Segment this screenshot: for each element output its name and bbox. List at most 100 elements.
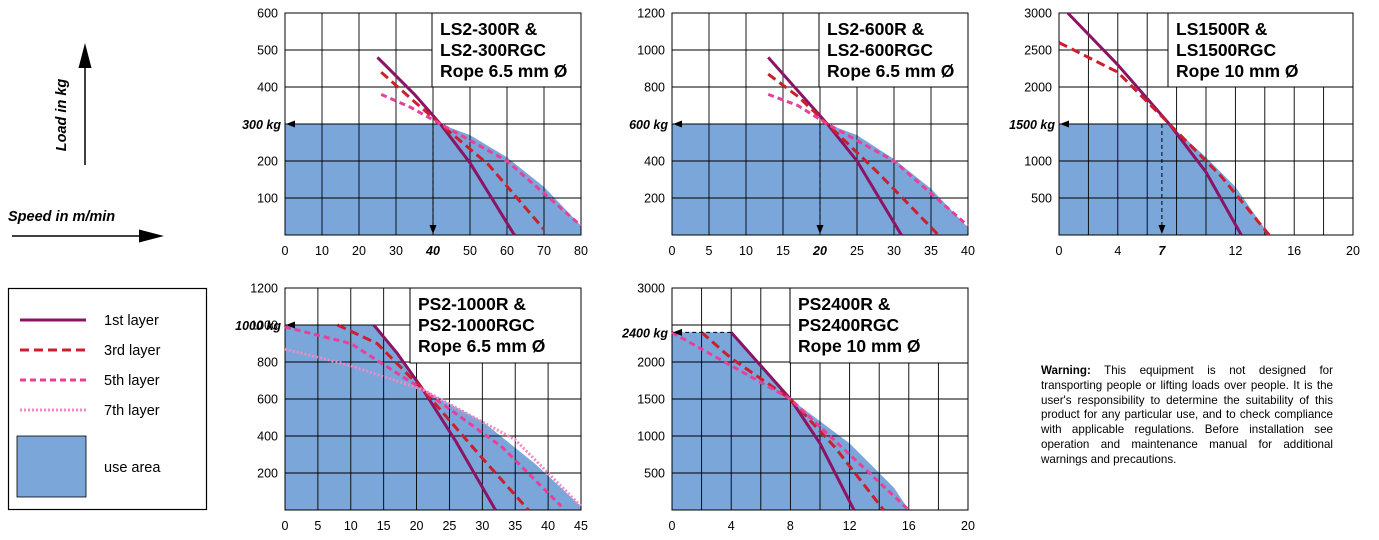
chart-title-line: LS2-300RGC: [440, 40, 546, 60]
x-tick-label: 40: [541, 519, 555, 533]
y-tick-label: 200: [644, 192, 665, 206]
legend-label: 7th layer: [104, 403, 160, 419]
x-tick-label: 30: [475, 519, 489, 533]
legend: 1st layer 3rd layer 5th layer 7th layer use…: [7, 287, 208, 511]
rated-speed-arrow: [816, 225, 824, 234]
chart-title-line: PS2400RGC: [798, 315, 900, 335]
x-tick-label: 35: [924, 244, 938, 258]
x-tick-label: 45: [574, 519, 588, 533]
chart-title-line: PS2-1000RGC: [418, 315, 535, 335]
x-tick-label: 30: [389, 244, 403, 258]
x-tick-label: 10: [315, 244, 329, 258]
x-tick-label: 25: [850, 244, 864, 258]
series-3rd-layer: [700, 331, 885, 511]
chart-title-line: LS2-600RGC: [827, 40, 933, 60]
x-tick-label: 5: [314, 519, 321, 533]
y-tick-label: 600: [257, 393, 278, 407]
series-3rd-layer: [767, 72, 940, 237]
chart-title-line: Rope 6.5 mm Ø: [440, 61, 567, 81]
x-tick-label: 4: [1114, 244, 1121, 258]
y-tick-label: 1200: [637, 7, 665, 21]
rated-load-label: 2400 kg: [621, 326, 668, 340]
series-5th-layer: [671, 331, 910, 512]
speed-axis-label: Speed in m/min: [8, 209, 115, 225]
load-axis-indicator: Load in kg: [54, 43, 92, 165]
x-tick-label: 16: [1287, 244, 1301, 258]
y-tick-label: 3000: [1024, 7, 1052, 21]
chart-title-line: LS2-600R &: [827, 19, 925, 39]
x-tick-label: 12: [1228, 244, 1242, 258]
y-tick-label: 1000: [1024, 155, 1052, 169]
x-tick-label: 20: [352, 244, 366, 258]
warning-title: Warning:: [1041, 364, 1091, 377]
y-tick-label: 2500: [1024, 44, 1052, 58]
chart-title-line: Rope 10 mm Ø: [1176, 61, 1299, 81]
x-tick-label: 7: [1158, 244, 1166, 258]
rated-load-arrow: [673, 328, 682, 336]
x-tick-label: 15: [776, 244, 790, 258]
warning-note: Warning: This equipment is not designed …: [1041, 364, 1333, 468]
series-5th-layer: [767, 92, 969, 227]
chart-title-line: LS1500R &: [1176, 19, 1268, 39]
chart-5: 2400 kg 0 4 8 12 16 20 500 1000 1500 2000 3000 PS240…: [621, 282, 975, 534]
chart-title-line: Rope 10 mm Ø: [798, 336, 921, 356]
rated-load-label: 300 kg: [242, 118, 281, 132]
x-tick-label: 10: [344, 519, 358, 533]
series-3rd-layer: [1058, 41, 1271, 236]
y-tick-label: 3000: [637, 282, 665, 296]
use-area-label: use area: [104, 460, 161, 476]
y-tick-label: 2000: [1024, 81, 1052, 95]
chart-title-line: Rope 6.5 mm Ø: [827, 61, 954, 81]
y-tick-label: 800: [257, 356, 278, 370]
y-tick-label: 1000: [637, 44, 665, 58]
y-tick-label: 400: [257, 430, 278, 444]
rated-load-arrow: [1060, 120, 1069, 128]
load-axis-label: Load in kg: [54, 79, 70, 152]
x-tick-label: 20: [812, 244, 827, 258]
x-tick-label: 25: [442, 519, 456, 533]
y-tick-label: 500: [1031, 192, 1052, 206]
y-tick-label: 200: [257, 467, 278, 481]
chart-title-box: [1167, 12, 1354, 88]
series-3rd-layer: [336, 323, 530, 511]
y-tick-label: 1500: [637, 393, 665, 407]
series-1st-layer: [1066, 11, 1243, 236]
x-tick-label: 0: [282, 244, 289, 258]
x-tick-label: 40: [425, 244, 440, 258]
rated-speed-arrow: [1158, 225, 1166, 234]
x-tick-label: 8: [787, 519, 794, 533]
use-area: [1059, 124, 1270, 235]
chart-title-box: [789, 287, 969, 364]
chart-title-box: [431, 12, 582, 88]
y-tick-label: 400: [644, 155, 665, 169]
x-tick-label: 30: [887, 244, 901, 258]
use-area: [285, 325, 581, 510]
legend-label: 1st layer: [104, 313, 159, 329]
x-tick-label: 10: [739, 244, 753, 258]
legend-label: 3rd layer: [104, 343, 161, 359]
y-tick-label: 600: [257, 7, 278, 21]
chart-title-box: [409, 287, 582, 364]
y-tick-label: 200: [257, 155, 278, 169]
legend-label: 5th layer: [104, 373, 160, 389]
x-tick-label: 70: [537, 244, 551, 258]
x-tick-label: 0: [1056, 244, 1063, 258]
chart-4: 1000 kg 0 5 10 15 20 25 30 35 40 45 200 400 600 800 100…: [235, 282, 588, 534]
y-tick-label: 2000: [637, 356, 665, 370]
x-tick-label: 40: [961, 244, 975, 258]
chart-title-line: PS2400R &: [798, 294, 891, 314]
speed-axis-indicator: Speed in m/min: [8, 209, 164, 243]
series-3rd-layer: [380, 71, 546, 231]
y-tick-label: 1000: [637, 430, 665, 444]
x-tick-label: 20: [961, 519, 975, 533]
chart-title-line: PS2-1000R &: [418, 294, 526, 314]
x-tick-label: 20: [1346, 244, 1360, 258]
x-tick-label: 16: [902, 519, 916, 533]
chart-title-line: LS1500RGC: [1176, 40, 1277, 60]
series-5th-layer: [380, 93, 582, 227]
rated-load-label: 1000 kg: [235, 319, 281, 333]
rated-load-label: 1500 kg: [1009, 118, 1055, 132]
x-tick-label: 0: [282, 519, 289, 533]
x-tick-label: 35: [508, 519, 522, 533]
